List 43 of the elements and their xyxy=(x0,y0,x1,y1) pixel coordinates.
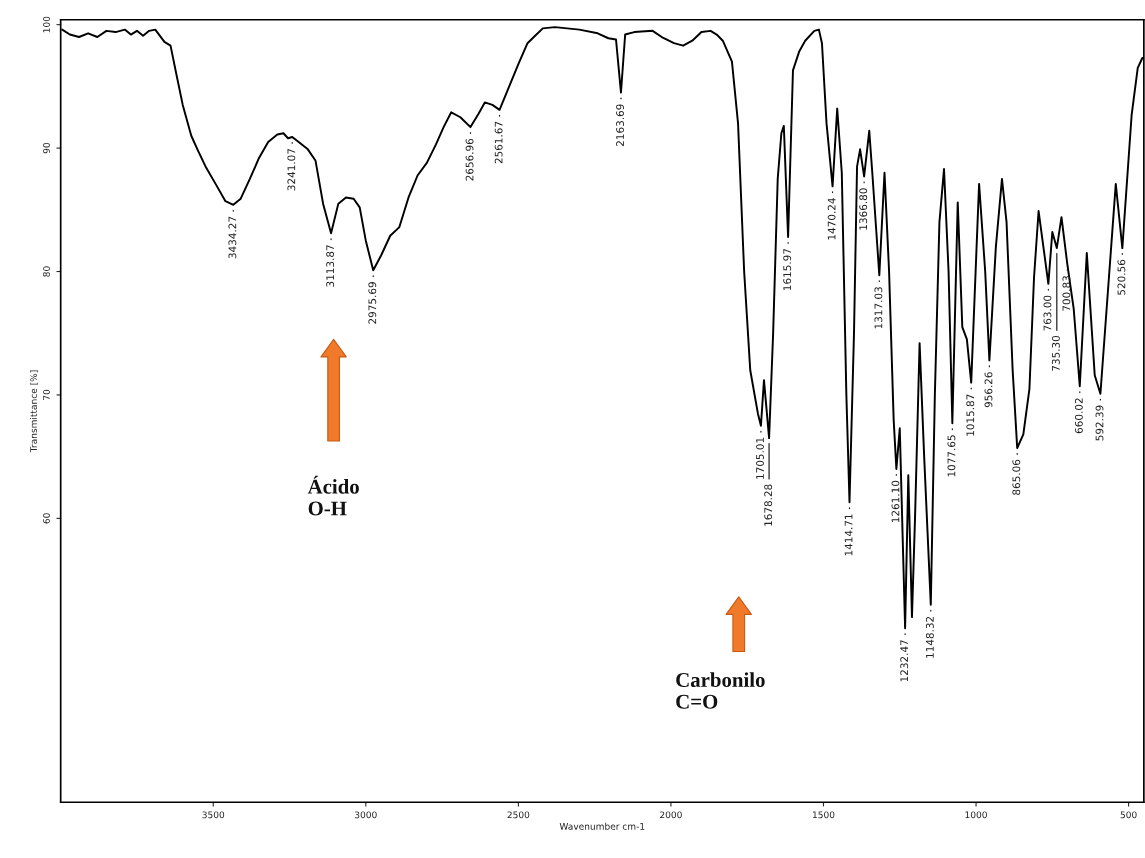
x-tick-label: 500 xyxy=(1120,811,1137,819)
annotation: 3113.87 xyxy=(326,245,335,287)
annotation: 700.83 xyxy=(1062,276,1071,311)
annotation: 1015.87 xyxy=(966,394,975,436)
annotation: 660.02 xyxy=(1074,398,1083,434)
annotation: 2975.69 xyxy=(368,282,377,324)
annotation: 1077.65 xyxy=(947,435,956,477)
annotation: 3434.27 xyxy=(228,216,237,259)
y-tick-label: 100 xyxy=(43,16,50,33)
annotation: 1705.01 xyxy=(756,437,764,479)
annotation: 865.06 xyxy=(1012,459,1021,495)
annotation: 763.00 xyxy=(1043,295,1052,331)
annotation: 1414.71 xyxy=(844,514,853,556)
annotation: 1148.32 xyxy=(925,616,934,658)
annotation: 956.26 xyxy=(984,372,993,408)
x-tick-label: 2000 xyxy=(660,811,682,819)
annotation: 1615.97 xyxy=(783,248,792,290)
annotation: Carbonilo C=O xyxy=(676,672,765,709)
annotation: 2561.67 xyxy=(494,121,503,164)
annotation: 1470.24 xyxy=(827,198,836,240)
annotation: 592.39 xyxy=(1095,405,1104,441)
annotation: 1678.28 xyxy=(764,484,773,526)
x-tick-label: 2500 xyxy=(507,811,530,819)
annotation: 3241.07 xyxy=(287,148,296,191)
x-tick-label: 3000 xyxy=(355,811,377,819)
y-tick-label: 80 xyxy=(43,266,50,277)
y-tick-label: 70 xyxy=(43,389,50,400)
annotation: 2656.96 xyxy=(465,138,474,181)
annotation: 2163.69 xyxy=(616,104,624,146)
annotation: 1261.10 xyxy=(891,480,900,523)
x-tick-label: 1500 xyxy=(812,811,835,819)
x-tick-label: 3500 xyxy=(202,811,225,819)
annotation: 520.56 xyxy=(1117,259,1126,295)
y-tick-label: 60 xyxy=(43,513,50,524)
annotation: 1366.80 xyxy=(859,188,868,230)
x-tick-label: 1000 xyxy=(965,811,987,819)
annotation: 735.30 xyxy=(1051,335,1060,371)
x-axis-title: Wavenumber cm-1 xyxy=(559,822,645,830)
annotation: 1317.03 xyxy=(874,287,883,329)
annotation: 1232.47 xyxy=(900,640,909,682)
annotation: Ácido O-H xyxy=(307,475,359,516)
y-tick-label: 90 xyxy=(43,142,50,154)
y-axis-title: Transmittance [%] xyxy=(30,370,39,453)
